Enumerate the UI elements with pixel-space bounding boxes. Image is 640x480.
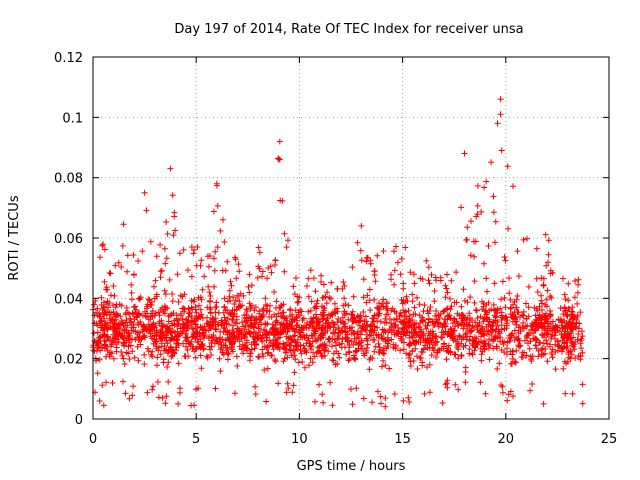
x-axis-label: GPS time / hours (297, 459, 406, 474)
y-tick-label: 0.1 (62, 111, 83, 126)
grid-lines (93, 57, 609, 419)
axis-ticks: 0 5 10 15 20 25 0 0.02 0.04 0.06 0.08 0.1 0.12 (54, 51, 617, 447)
y-tick-label: 0.04 (54, 292, 83, 307)
data-points (90, 96, 586, 410)
x-tick-label: 5 (192, 432, 200, 447)
y-tick-label: 0.06 (54, 232, 83, 247)
y-tick-label: 0.08 (54, 172, 83, 187)
roti-point-markers (90, 96, 586, 410)
x-tick-label: 10 (291, 432, 308, 447)
x-tick-label: 0 (89, 432, 97, 447)
y-tick-label: 0 (75, 413, 83, 428)
x-tick-label: 15 (394, 432, 411, 447)
x-tick-label: 25 (601, 432, 618, 447)
y-axis-label: ROTI / TECUs (7, 195, 22, 280)
y-tick-label: 0.12 (54, 51, 83, 66)
y-tick-label: 0.02 (54, 353, 83, 368)
chart-title: Day 197 of 2014, Rate Of TEC Index for r… (174, 22, 523, 37)
x-tick-label: 20 (498, 432, 515, 447)
